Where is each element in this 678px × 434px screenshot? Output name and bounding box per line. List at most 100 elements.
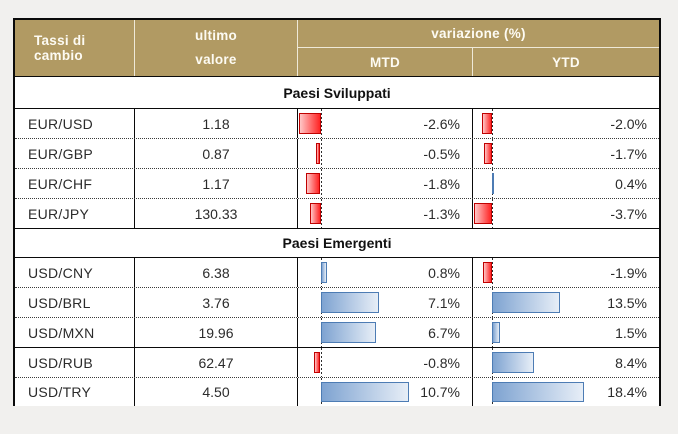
mtd-value: -2.6% [423, 115, 460, 132]
mtd-bar-zone [299, 318, 409, 347]
ytd-cell: -1.9% [473, 258, 659, 287]
header-variation-group: variazione (%) MTD YTD [298, 20, 659, 76]
table-row-usd-mxn: USD/MXN 19.96 6.7% 1.5% [15, 318, 659, 348]
ytd-cell: 0.4% [473, 169, 659, 198]
zero-axis-line [492, 199, 494, 228]
header-mtd-label: MTD [369, 54, 401, 70]
currency-pair: USD/CNY [15, 258, 135, 287]
section-label: Paesi Emergenti [282, 235, 392, 251]
ytd-value: -1.7% [610, 145, 647, 162]
mtd-data-bar [320, 292, 380, 313]
ytd-cell: 18.4% [473, 378, 659, 406]
currency-pair: USD/RUB [15, 348, 135, 377]
section-header-paesi-emergenti: Paesi Emergenti [15, 229, 659, 258]
ytd-value: -3.7% [610, 205, 647, 222]
mtd-cell: 10.7% [298, 378, 473, 406]
ytd-cell: 13.5% [473, 288, 659, 317]
ytd-bar-zone [474, 169, 584, 198]
zero-axis-line [320, 199, 322, 228]
header-variation-cell: variazione (%) [298, 20, 659, 48]
header-variation-label: variazione (%) [431, 26, 526, 41]
ytd-value: 18.4% [607, 384, 647, 400]
ytd-value: -2.0% [610, 115, 647, 132]
header-variation-subrow: MTD YTD [298, 48, 659, 76]
table-header: Tassi di cambio ultimo valore variazione… [15, 20, 659, 77]
last-value: 3.76 [135, 288, 298, 317]
ytd-bar-zone [474, 288, 584, 317]
mtd-data-bar [313, 352, 321, 373]
table-row-usd-brl: USD/BRL 3.76 7.1% 13.5% [15, 288, 659, 318]
ytd-cell: -2.0% [473, 109, 659, 138]
mtd-bar-zone [299, 139, 409, 168]
mtd-cell: -0.5% [298, 139, 473, 168]
mtd-bar-zone [299, 169, 409, 198]
mtd-bar-zone [299, 378, 409, 406]
mtd-data-bar [299, 113, 321, 134]
ytd-cell: 1.5% [473, 318, 659, 347]
ytd-value: 13.5% [607, 294, 647, 311]
table-row-usd-cny: USD/CNY 6.38 0.8% -1.9% [15, 258, 659, 288]
header-mtd-cell: MTD [298, 48, 473, 76]
mtd-value: 6.7% [428, 324, 460, 341]
mtd-value: -1.8% [423, 175, 460, 192]
last-value: 62.47 [135, 348, 298, 377]
header-value-line2: valore [195, 52, 237, 67]
ytd-value: 1.5% [615, 324, 647, 341]
last-value: 1.18 [135, 109, 298, 138]
mtd-value: 10.7% [420, 384, 460, 400]
mtd-bar-zone [299, 258, 409, 287]
ytd-cell: -3.7% [473, 199, 659, 228]
header-value-cell: ultimo valore [135, 20, 298, 76]
ytd-data-bar [474, 203, 493, 224]
table-row-usd-try: USD/TRY 4.50 10.7% 18.4% [15, 378, 659, 406]
mtd-value: -0.8% [423, 354, 460, 371]
last-value: 19.96 [135, 318, 298, 347]
mtd-cell: -1.8% [298, 169, 473, 198]
mtd-data-bar [320, 262, 328, 283]
mtd-bar-zone [299, 288, 409, 317]
mtd-cell: 0.8% [298, 258, 473, 287]
currency-pair: EUR/CHF [15, 169, 135, 198]
table-row-eur-chf: EUR/CHF 1.17 -1.8% 0.4% [15, 169, 659, 199]
ytd-bar-zone [474, 318, 584, 347]
zero-axis-line [320, 109, 322, 138]
table-row-eur-usd: EUR/USD 1.18 -2.6% -2.0% [15, 109, 659, 139]
mtd-cell: -0.8% [298, 348, 473, 377]
header-value-line1: ultimo [194, 28, 238, 43]
ytd-value: -1.9% [610, 264, 647, 281]
zero-axis-line [492, 258, 494, 287]
ytd-bar-zone [474, 139, 584, 168]
last-value: 1.17 [135, 169, 298, 198]
last-value: 0.87 [135, 139, 298, 168]
ytd-value: 0.4% [615, 175, 647, 192]
table-row-eur-gbp: EUR/GBP 0.87 -0.5% -1.7% [15, 139, 659, 169]
exchange-rates-table: Tassi di cambio ultimo valore variazione… [13, 18, 661, 406]
ytd-bar-zone [474, 378, 584, 406]
ytd-value: 8.4% [615, 354, 647, 371]
ytd-data-bar [492, 352, 535, 373]
currency-pair: USD/BRL [15, 288, 135, 317]
ytd-data-bar [482, 262, 493, 283]
mtd-data-bar [305, 173, 321, 194]
mtd-cell: -2.6% [298, 109, 473, 138]
currency-pair: EUR/USD [15, 109, 135, 138]
mtd-data-bar [320, 322, 376, 343]
currency-pair: USD/MXN [15, 318, 135, 347]
ytd-bar-zone [474, 199, 584, 228]
zero-axis-line [492, 109, 494, 138]
header-ytd-cell: YTD [473, 48, 659, 76]
currency-pair: EUR/GBP [15, 139, 135, 168]
table-row-eur-jpy: EUR/JPY 130.33 -1.3% -3.7% [15, 199, 659, 229]
currency-pair: USD/TRY [15, 378, 135, 406]
mtd-cell: 6.7% [298, 318, 473, 347]
zero-axis-line [320, 348, 322, 377]
mtd-bar-zone [299, 348, 409, 377]
ytd-data-bar [483, 143, 493, 164]
section-label: Paesi Sviluppati [283, 84, 391, 101]
ytd-cell: 8.4% [473, 348, 659, 377]
mtd-cell: -1.3% [298, 199, 473, 228]
zero-axis-line [320, 139, 322, 168]
header-pair-cell: Tassi di cambio [15, 20, 135, 76]
ytd-data-bar [482, 113, 493, 134]
ytd-bar-zone [474, 109, 584, 138]
